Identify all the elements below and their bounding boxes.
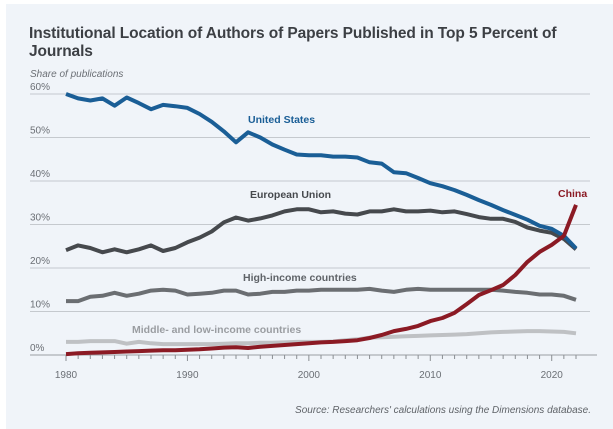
y-tick-label: 20% [30,256,50,267]
y-tick-label: 0% [30,343,45,354]
x-tick-label: 2010 [419,370,442,381]
series-label: European Union [250,189,331,201]
series-line-china [65,204,578,357]
x-tick-label: 2000 [298,370,321,381]
gridlines [30,93,590,312]
series-label: Middle- and low-income countries [132,324,301,336]
y-tick-label: 50% [30,126,50,137]
series-labels: United States European Union High-income c… [132,114,587,336]
y-tick-label: 60% [30,82,50,93]
y-tick-label: 10% [30,300,50,311]
x-tick-label: 1990 [176,370,199,381]
series-line-high-income-countries [66,286,577,304]
series-lines [65,92,578,357]
series-line-united-states [65,92,578,250]
source-note: Source: Researchers' calculations using … [295,405,591,416]
y-tick-label: 40% [30,169,50,180]
y-tick-label: 30% [30,213,50,224]
chart-title: Institutional Location of Authors of Pap… [29,25,557,60]
series-line-european-union [65,207,578,255]
series-label: China [558,188,587,200]
series-label: High-income countries [243,272,357,284]
x-tick-label: 1980 [55,370,78,381]
y-tick-labels: 0% 10% 20% 30% 40% 50% 60% [30,82,50,354]
x-axis: 1980 1990 2000 2010 2020 [30,354,597,381]
y-axis-label: Share of publications [30,69,123,80]
series-label: United States [248,114,315,126]
x-tick-label: 2020 [541,370,564,381]
chart-card [6,4,613,429]
